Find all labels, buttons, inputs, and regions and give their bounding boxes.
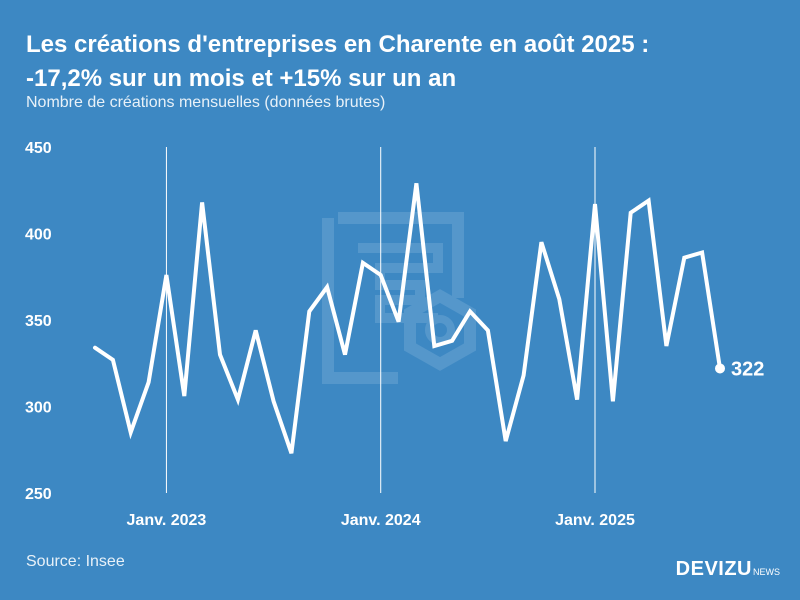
- title-line-1: Les créations d'entreprises en Charente …: [26, 31, 650, 58]
- x-axis: Janv. 2023 Janv. 2024 Janv. 2025: [127, 147, 635, 529]
- y-tick-label: 300: [25, 400, 52, 417]
- title-line-2: -17,2% sur un mois et +15% sur un an: [26, 65, 457, 92]
- x-tick-label: Janv. 2024: [341, 512, 421, 529]
- watermark-e-left: [322, 218, 398, 384]
- source-note: Source: Insee: [26, 553, 125, 570]
- brand-logo: DEVIZUNEWS: [676, 558, 780, 581]
- x-tick-label: Janv. 2025: [555, 512, 635, 529]
- y-axis: 250 300 350 400 450: [25, 140, 52, 503]
- end-value-label: 322: [731, 358, 764, 380]
- watermark-hexagon-dot: [425, 315, 455, 345]
- chart-subtitle: Nombre de créations mensuelles (données …: [26, 94, 386, 111]
- y-tick-label: 250: [25, 486, 52, 503]
- watermark-e-top: [338, 212, 464, 298]
- end-point-marker: [715, 363, 725, 374]
- watermark-logo: [322, 212, 476, 384]
- y-tick-label: 350: [25, 313, 52, 330]
- y-tick-label: 450: [25, 140, 52, 157]
- chart-title: Les créations d'entreprises en Charente …: [26, 28, 649, 96]
- x-tick-label: Janv. 2023: [127, 512, 207, 529]
- brand-sub: NEWS: [753, 567, 780, 577]
- y-tick-label: 400: [25, 227, 52, 244]
- watermark-e-inner: [358, 243, 443, 323]
- brand-name: DEVIZU: [675, 558, 752, 580]
- series-line: [93, 183, 722, 454]
